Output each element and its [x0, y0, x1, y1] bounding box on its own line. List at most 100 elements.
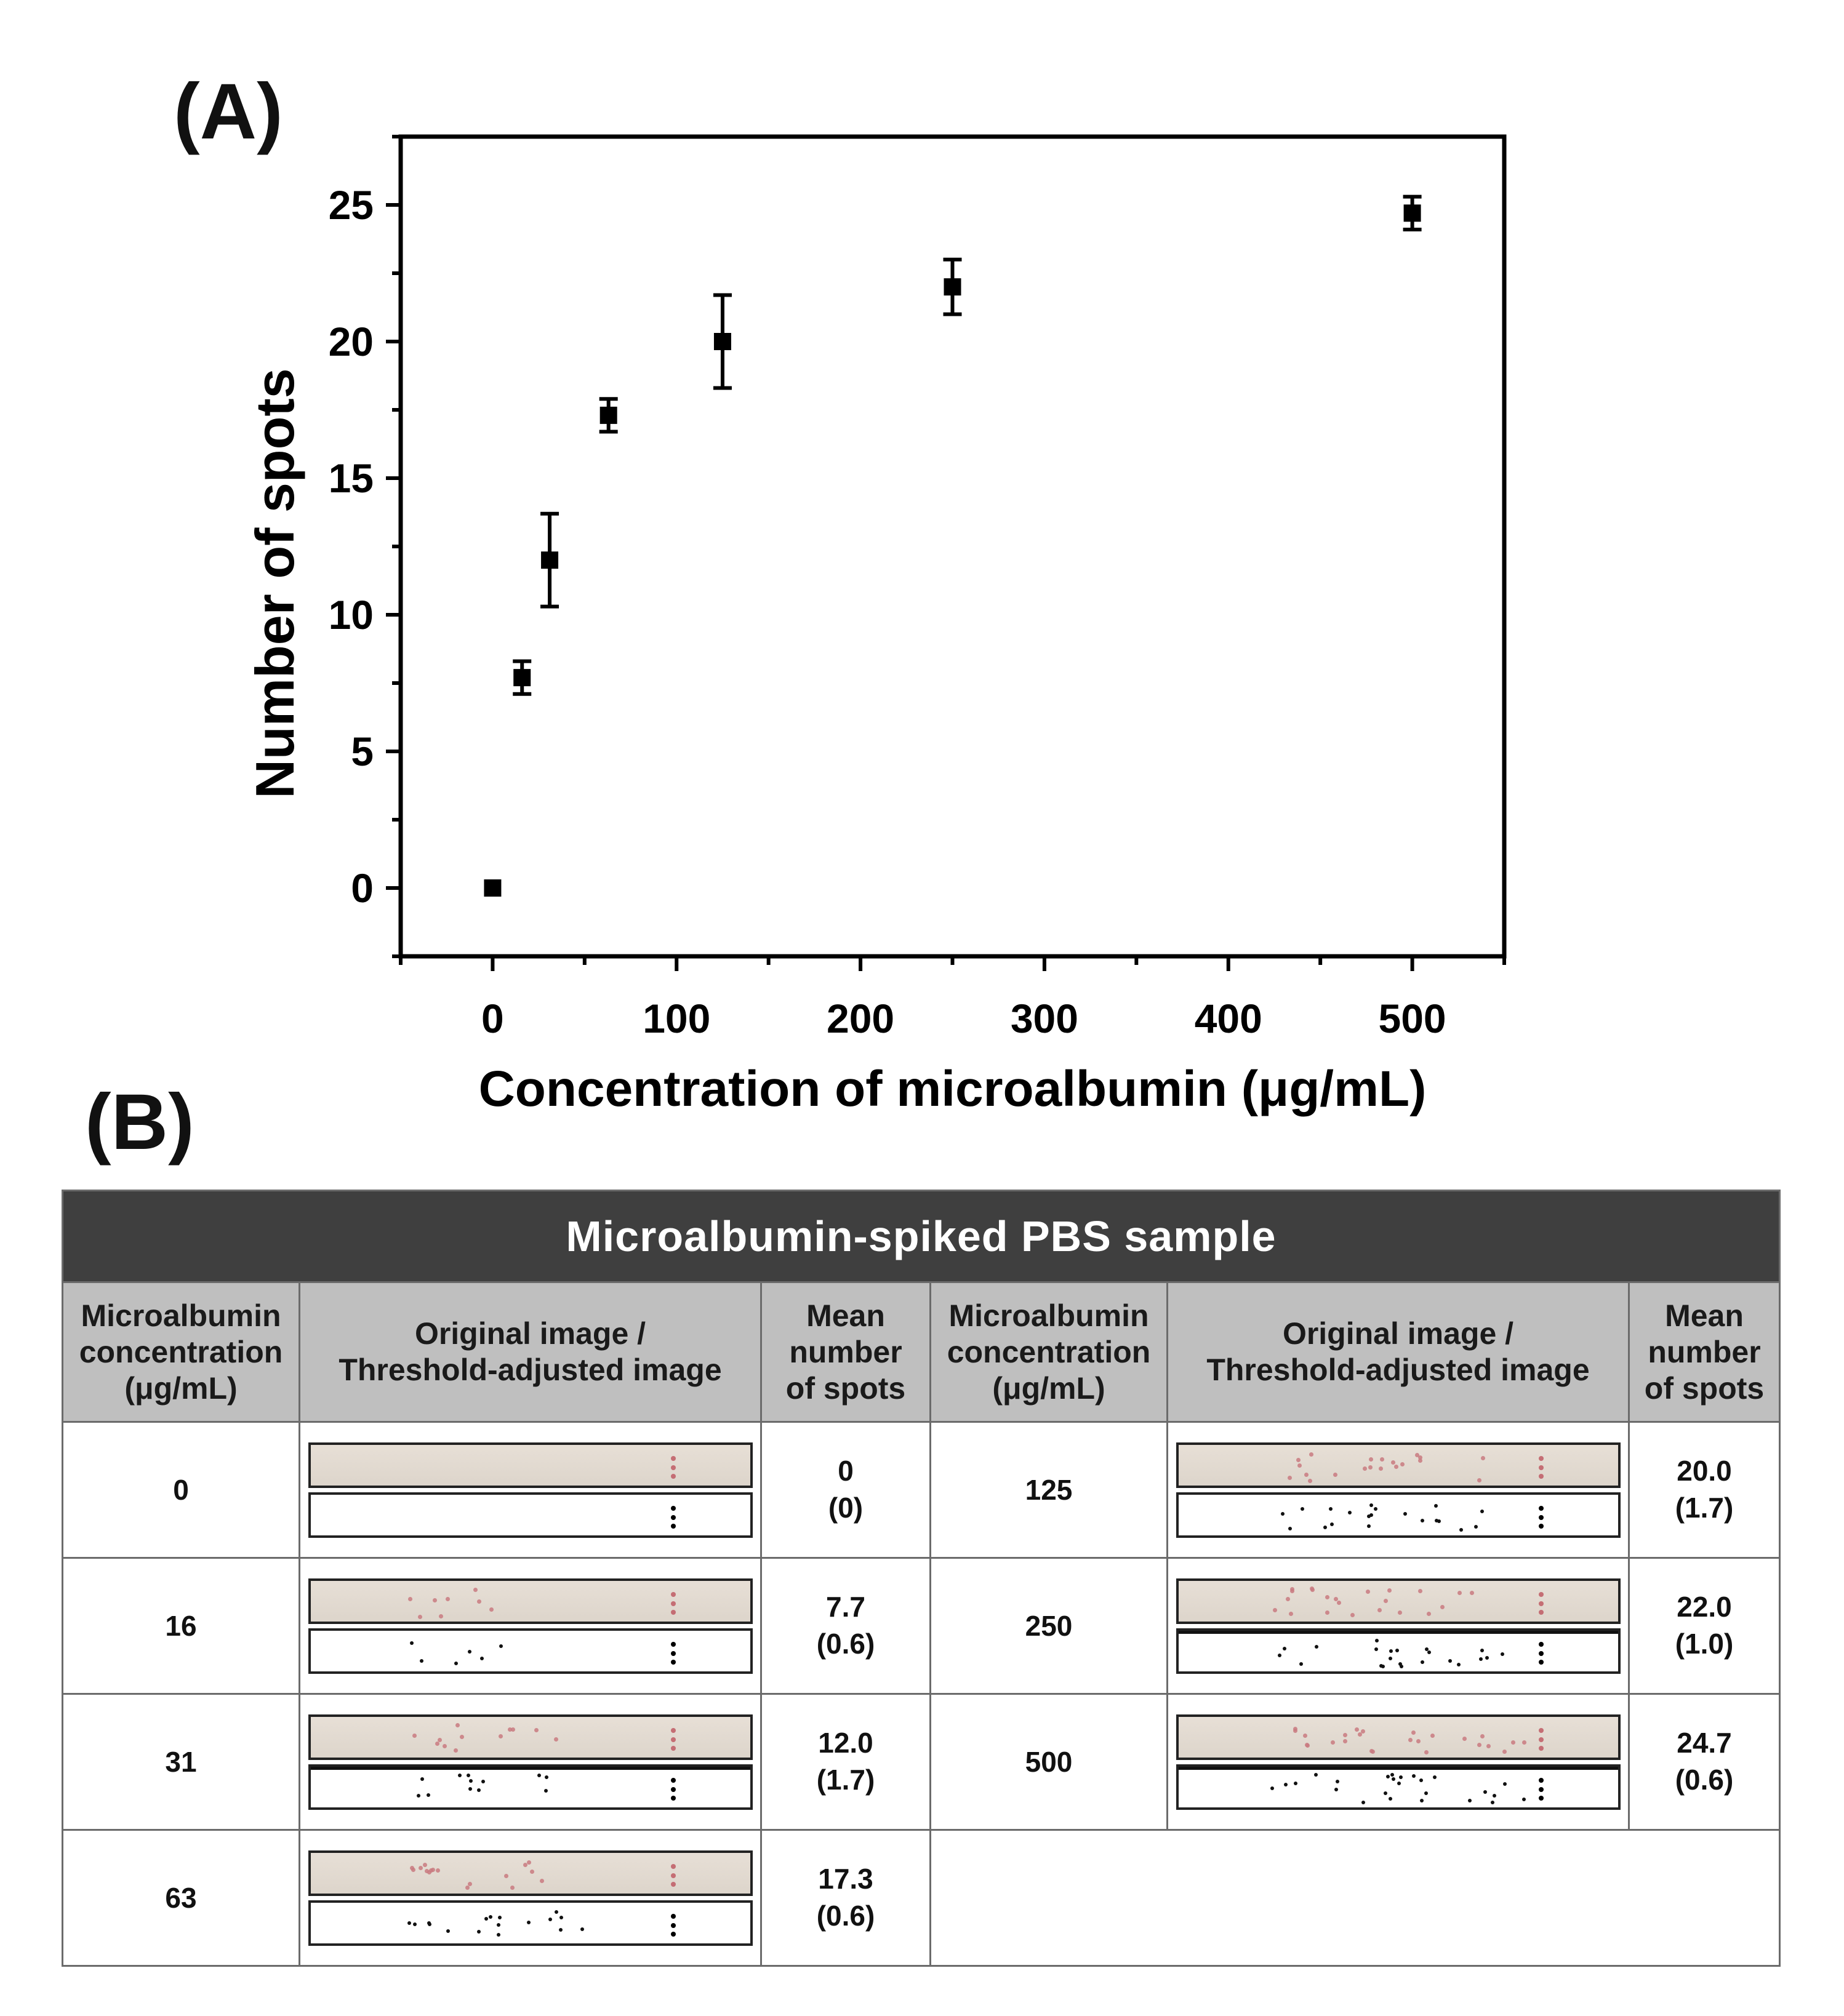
test-spot	[1333, 1473, 1337, 1478]
test-spot	[469, 1778, 473, 1783]
test-spot	[553, 1737, 558, 1742]
original-strip-image	[1176, 1714, 1621, 1760]
test-spot	[476, 1788, 481, 1792]
test-spot	[1335, 1779, 1339, 1783]
control-spot	[670, 1465, 676, 1470]
test-spot	[1421, 1660, 1425, 1664]
strip-cell	[299, 1693, 762, 1831]
test-spot	[465, 1886, 470, 1890]
test-spot	[454, 1748, 459, 1753]
strip-cell	[299, 1421, 762, 1559]
control-spot	[670, 1474, 676, 1479]
test-spot	[1467, 1799, 1472, 1803]
control-spot	[1538, 1660, 1544, 1665]
test-spot	[543, 1788, 548, 1793]
test-spot	[1361, 1800, 1365, 1804]
empty-cell	[929, 1829, 1781, 1967]
test-spot	[1388, 1797, 1392, 1801]
control-spot	[670, 1786, 676, 1792]
test-spot	[1485, 1655, 1489, 1660]
conc-cell: 0	[62, 1421, 300, 1559]
test-spot	[1399, 1665, 1403, 1669]
test-spot	[427, 1921, 431, 1926]
test-spot	[1430, 1734, 1435, 1738]
threshold-strip-image	[1176, 1764, 1621, 1810]
test-spot	[510, 1727, 515, 1732]
test-spot	[1440, 1604, 1445, 1609]
test-spot	[1378, 1466, 1383, 1471]
strip-edge	[1178, 1766, 1618, 1770]
test-spot	[1411, 1774, 1416, 1778]
test-spot	[1380, 1457, 1385, 1462]
test-spot	[1502, 1782, 1507, 1786]
test-spot	[1297, 1463, 1302, 1468]
test-spot	[435, 1741, 440, 1746]
test-spot	[1477, 1743, 1482, 1748]
original-strip-image	[308, 1578, 753, 1624]
test-spot	[527, 1860, 532, 1865]
control-spot	[670, 1650, 676, 1656]
test-spot	[534, 1727, 539, 1732]
y-tick-label: 5	[351, 729, 374, 774]
test-spot	[1418, 1589, 1423, 1594]
control-spot	[1538, 1650, 1544, 1656]
test-spot	[1289, 1612, 1294, 1617]
mean-cell: 12.0 (1.7)	[760, 1693, 931, 1831]
data-point	[484, 879, 502, 897]
test-spot	[467, 1650, 471, 1654]
test-spot	[1325, 1595, 1329, 1600]
header-concentration-left: Microalbumin concentration (μg/mL)	[62, 1281, 300, 1423]
test-spot	[1435, 1518, 1439, 1522]
conc-cell: 16	[62, 1557, 300, 1695]
control-spot	[670, 1922, 676, 1928]
table-row: 31 12.0 (1.7) 500 24.7 (0.6)	[62, 1693, 1781, 1831]
threshold-strip-image	[308, 1764, 753, 1810]
data-point	[713, 333, 731, 350]
x-tick-label: 400	[1195, 996, 1262, 1041]
test-spot	[460, 1734, 465, 1739]
test-spot	[1459, 1528, 1463, 1532]
test-spot	[1490, 1801, 1494, 1805]
test-spot	[1334, 1597, 1339, 1601]
control-spot	[670, 1882, 676, 1887]
test-spot	[1474, 1525, 1478, 1529]
conc-cell: 31	[62, 1693, 300, 1831]
test-spot	[1347, 1510, 1352, 1514]
test-spot	[1368, 1457, 1373, 1462]
test-spot	[1411, 1730, 1416, 1735]
test-spot	[1270, 1786, 1275, 1790]
test-spot	[559, 1928, 563, 1932]
test-spot	[1480, 1456, 1485, 1461]
control-spot	[670, 1746, 676, 1751]
y-tick-label: 0	[351, 865, 374, 911]
test-spot	[580, 1927, 585, 1932]
test-spot	[1420, 1519, 1424, 1523]
test-spot	[1415, 1452, 1420, 1457]
test-spot	[1393, 1464, 1398, 1469]
control-spot	[1538, 1641, 1544, 1647]
control-spot	[1538, 1465, 1544, 1470]
test-spot	[1486, 1743, 1491, 1748]
test-spot	[499, 1734, 503, 1738]
mean-cell: 20.0 (1.7)	[1627, 1421, 1781, 1559]
test-spot	[433, 1598, 438, 1602]
original-strip-image	[308, 1442, 753, 1488]
test-spot	[446, 1596, 451, 1601]
test-spot	[1477, 1478, 1481, 1483]
test-spot	[412, 1922, 417, 1927]
test-spot	[527, 1921, 531, 1925]
test-spot	[1427, 1611, 1432, 1616]
test-spot	[1418, 1458, 1423, 1463]
test-spot	[1286, 1596, 1291, 1601]
test-spot	[429, 1868, 434, 1873]
test-spot	[1479, 1657, 1483, 1661]
test-spot	[423, 1863, 428, 1868]
test-spot	[409, 1865, 414, 1870]
control-spot	[1538, 1786, 1544, 1792]
test-spot	[1381, 1665, 1385, 1669]
test-spot	[1424, 1750, 1429, 1754]
control-spot	[1538, 1601, 1544, 1606]
test-spot	[443, 1743, 447, 1748]
test-spot	[1277, 1654, 1281, 1658]
test-spot	[1342, 1739, 1347, 1744]
